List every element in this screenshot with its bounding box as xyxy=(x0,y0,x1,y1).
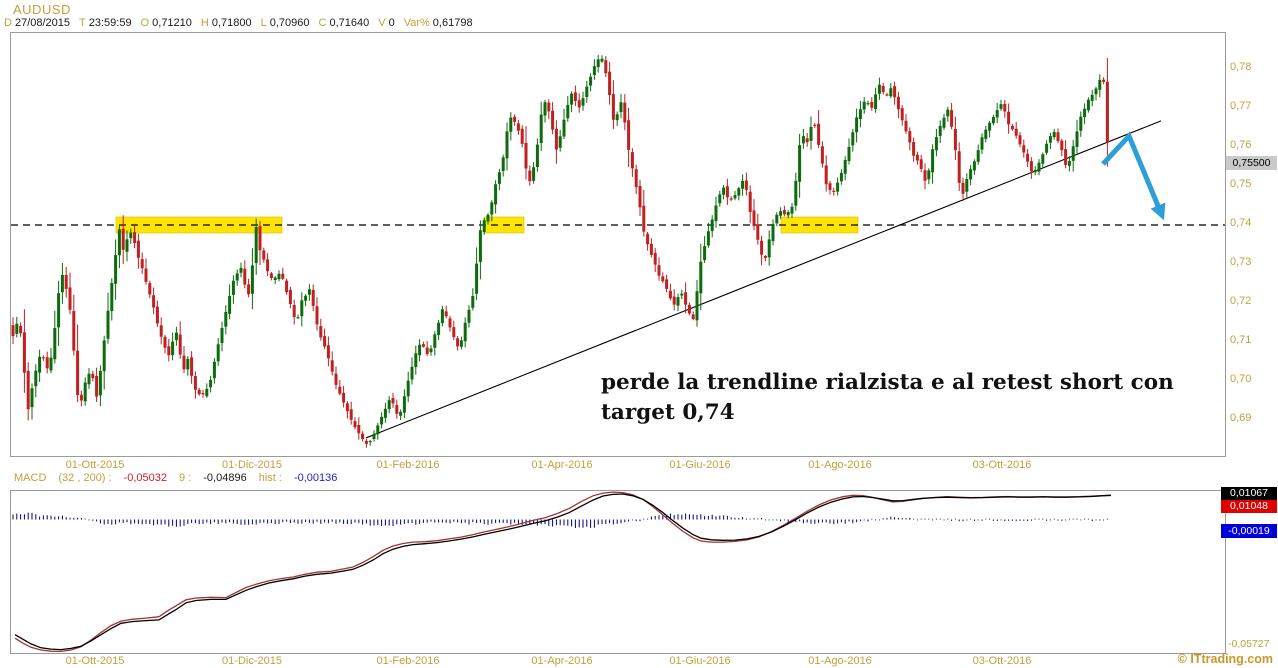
price-chart-canvas[interactable]: perde la trendline rialzista e al retest… xyxy=(11,33,1225,456)
macd-chart-panel[interactable] xyxy=(10,490,1226,654)
price-tick-label: 0,78 xyxy=(1230,61,1252,73)
price-tick-label: 0,77 xyxy=(1230,100,1252,112)
chart-annotation-line: perde la trendline rialzista e al retest… xyxy=(601,370,1174,395)
price-tick-label: 0,71 xyxy=(1230,334,1252,346)
time-tick-label: 01-Apr-2016 xyxy=(531,655,593,667)
time-tick-label: 01-Ott-2015 xyxy=(65,655,125,667)
price-tick-label: 0,76 xyxy=(1230,139,1252,151)
macd-axis-min-label: -0,05727 xyxy=(1228,638,1270,650)
field-low: L 0,70960 xyxy=(260,17,310,29)
time-tick-label: 01-Dic-2015 xyxy=(222,655,282,667)
time-tick-label: 01-Apr-2016 xyxy=(531,459,593,471)
macd-hist-value: -0,00136 xyxy=(293,472,338,484)
time-tick-label: 01-Dic-2015 xyxy=(222,459,282,471)
time-tick-label: 01-Ago-2016 xyxy=(808,459,872,471)
price-time-axis: 01-Ott-2015 01-Dic-2015 01-Feb-2016 01-Apr-… xyxy=(0,459,1278,473)
time-tick-label: 01-Feb-2016 xyxy=(376,459,440,471)
time-tick-label: 01-Giu-2016 xyxy=(669,459,731,471)
time-tick-label: 01-Feb-2016 xyxy=(376,655,440,667)
time-tick-label: 03-Ott-2016 xyxy=(972,459,1032,471)
macd-time-axis: 01-Ott-2015 01-Dic-2015 01-Feb-2016 01-Apr-… xyxy=(0,655,1278,668)
hist-value-box: -0,00019 xyxy=(1221,524,1277,538)
price-chart-panel[interactable]: perde la trendline rialzista e al retest… xyxy=(10,32,1226,457)
time-tick-label: 03-Ott-2016 xyxy=(972,655,1032,667)
macd-line-value-box: 0,01067 xyxy=(1221,487,1277,500)
price-tick-label: 0,72 xyxy=(1230,295,1252,307)
macd-params: (32 , 200) : xyxy=(58,472,112,484)
macd-signal-label: 9 : xyxy=(179,472,192,484)
signal-line-value-box: 0,01048 xyxy=(1221,500,1277,513)
macd-value: -0,05032 xyxy=(123,472,168,484)
field-date: D 27/08/2015 xyxy=(4,17,71,29)
macd-chart-canvas[interactable] xyxy=(11,491,1225,653)
field-time: T 23:59:59 xyxy=(79,17,132,29)
symbol-title: AUDUSD xyxy=(13,2,71,17)
price-tick-label: 0,70 xyxy=(1230,373,1252,385)
field-open: O 0,71210 xyxy=(140,17,192,29)
time-tick-label: 01-Giu-2016 xyxy=(669,655,731,667)
price-tick-label: 0,73 xyxy=(1230,256,1252,268)
macd-indicator-name: MACD xyxy=(14,472,47,484)
price-tick-label: 0,74 xyxy=(1230,217,1252,229)
macd-info-bar: MACD (32 , 200) : -0,05032 9 : -0,04896 … xyxy=(14,472,337,484)
chart-annotation-line: target 0,74 xyxy=(601,400,735,425)
ohlc-info-bar: D 27/08/2015 T 23:59:59 O 0,71210 H 0,71800 … xyxy=(4,17,473,29)
price-tick-label: 0,75 xyxy=(1230,178,1252,190)
field-high: H 0,71800 xyxy=(200,17,252,29)
time-tick-label: 01-Ago-2016 xyxy=(808,655,872,667)
site-watermark: © ITtrading.com xyxy=(1177,652,1273,666)
field-close: C 0,71640 xyxy=(318,17,370,29)
field-var-pct: Var% 0,61798 xyxy=(403,17,473,29)
macd-hist-label: hist : xyxy=(258,472,282,484)
last-price-badge: 0,75500 xyxy=(1226,156,1277,170)
macd-signal-value: -0,04896 xyxy=(203,472,247,484)
time-tick-label: 01-Ott-2015 xyxy=(65,459,125,471)
price-tick-label: 0,69 xyxy=(1230,412,1252,424)
